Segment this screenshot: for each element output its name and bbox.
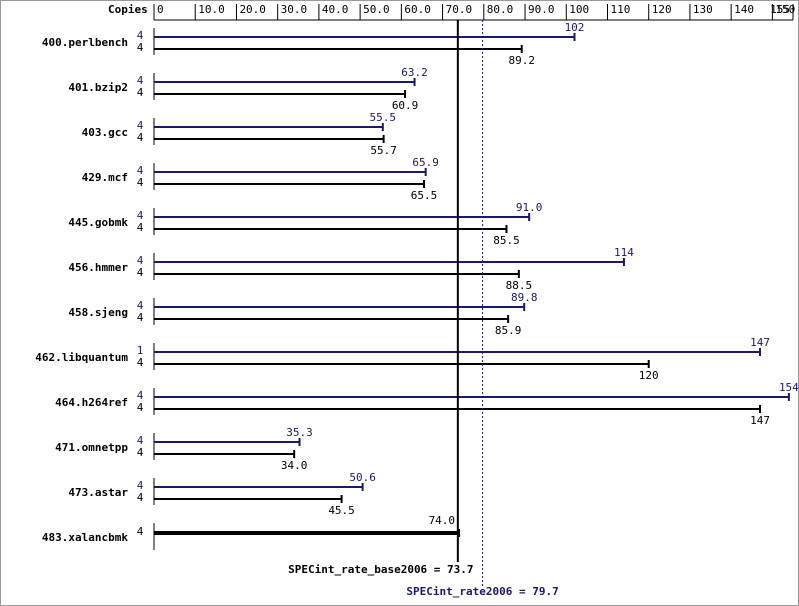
value-label: 35.3: [286, 426, 313, 439]
copies-label: 4: [137, 389, 144, 402]
x-tick-label: 90.0: [528, 3, 555, 16]
x-tick-label: 80.0: [487, 3, 514, 16]
reference-label: SPECint_rate2006 = 79.7: [406, 585, 558, 598]
benchmark-label: 429.mcf: [82, 171, 128, 184]
copies-label: 1: [137, 344, 144, 357]
value-label: 147: [750, 414, 770, 427]
value-label: 50.6: [349, 471, 376, 484]
copies-label: 4: [137, 446, 144, 459]
value-label: 114: [614, 246, 634, 259]
copies-label: 4: [137, 266, 144, 279]
reference-label: SPECint_rate_base2006 = 73.7: [288, 563, 473, 576]
copies-label: 4: [137, 254, 144, 267]
value-label: 89.8: [511, 291, 538, 304]
value-label: 120: [639, 369, 659, 382]
value-label: 85.5: [493, 234, 520, 247]
value-label: 91.0: [516, 201, 543, 214]
benchmark-label: 473.astar: [68, 486, 128, 499]
value-label: 34.0: [281, 459, 308, 472]
value-label: 63.2: [401, 66, 428, 79]
x-tick-label: 70.0: [446, 3, 473, 16]
copies-label: 4: [137, 401, 144, 414]
value-label: 102: [565, 21, 585, 34]
value-label: 65.9: [412, 156, 439, 169]
copies-label: 4: [137, 311, 144, 324]
benchmark-label: 483.xalancbmk: [42, 531, 128, 544]
benchmark-label: 458.sjeng: [68, 306, 128, 319]
x-tick-label: 20.0: [239, 3, 265, 16]
copies-label: 4: [137, 29, 144, 42]
x-tick-label: 110: [610, 3, 630, 16]
x-tick-label: 130: [693, 3, 713, 16]
copies-label: 4: [137, 221, 144, 234]
x-tick-label: 120: [652, 3, 672, 16]
value-label: 85.9: [495, 324, 522, 337]
x-tick-label: 140: [734, 3, 754, 16]
value-label: 89.2: [508, 54, 535, 67]
x-tick-label: 100: [569, 3, 589, 16]
copies-label: 4: [137, 434, 144, 447]
copies-label: 4: [137, 164, 144, 177]
x-tick-label: 0: [157, 3, 164, 16]
copies-label: 4: [137, 86, 144, 99]
copies-label: 4: [137, 525, 144, 538]
x-tick-label: 40.0: [322, 3, 349, 16]
x-tick-label: 10.0: [198, 3, 225, 16]
benchmark-label: 445.gobmk: [68, 216, 128, 229]
benchmark-label: 401.bzip2: [68, 81, 128, 94]
x-tick-label: 30.0: [281, 3, 308, 16]
x-tick-label: 155: [770, 3, 790, 16]
copies-label: 4: [137, 41, 144, 54]
copies-label: 4: [137, 356, 144, 369]
value-label: 60.9: [392, 99, 419, 112]
value-label: 55.5: [370, 111, 397, 124]
copies-label: 4: [137, 491, 144, 504]
value-label: 88.5: [506, 279, 533, 292]
copies-label: 4: [137, 209, 144, 222]
value-label: 55.7: [370, 144, 397, 157]
copies-label: 4: [137, 119, 144, 132]
benchmark-label: 403.gcc: [82, 126, 128, 139]
value-label: 74.0: [429, 514, 456, 527]
benchmark-label: 464.h264ref: [55, 396, 128, 409]
copies-label: 4: [137, 176, 144, 189]
value-label: 154: [779, 381, 799, 394]
value-label: 45.5: [328, 504, 355, 517]
copies-label: 4: [137, 131, 144, 144]
x-tick-label: 150: [775, 3, 795, 16]
benchmark-label: 471.omnetpp: [55, 441, 128, 454]
copies-label: 4: [137, 74, 144, 87]
benchmark-label: 456.hmmer: [68, 261, 128, 274]
x-tick-label: 50.0: [363, 3, 390, 16]
value-label: 65.5: [411, 189, 438, 202]
benchmark-label: 462.libquantum: [35, 351, 128, 364]
copies-label: 4: [137, 479, 144, 492]
value-label: 147: [750, 336, 770, 349]
benchmark-label: 400.perlbench: [42, 36, 128, 49]
axis-title: Copies: [108, 3, 148, 16]
x-tick-label: 60.0: [404, 3, 431, 16]
copies-label: 4: [137, 299, 144, 312]
